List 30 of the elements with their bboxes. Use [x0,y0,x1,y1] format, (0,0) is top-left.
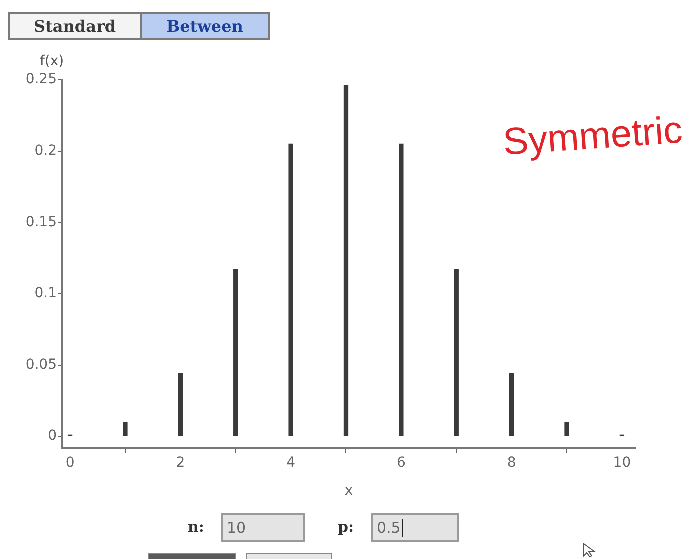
bar [454,269,459,436]
text-field: 0.5 [371,513,459,542]
annotation: Symmetric [502,110,684,165]
text: n: [188,518,204,536]
bar [234,269,238,436]
bar [288,144,294,436]
x-tick-label: 4 [286,455,296,472]
bar [509,374,514,436]
x-tick-label: 2 [176,455,186,472]
toggle-button: Standard [8,12,142,40]
y-tick-label: 0.15 [26,214,57,230]
bar [178,374,183,436]
x-axis-title: x [344,483,354,500]
x-tick-label: 6 [396,455,406,472]
x-tick-label: 10 [613,455,632,472]
y-tick-label: 0.05 [26,356,57,373]
x-tick-label: 8 [507,455,516,472]
y-tick-label: 0.2 [34,142,57,159]
toggle-button: Between [140,12,270,40]
bar [564,422,570,436]
text-field: 10 [221,513,305,542]
text: p: [338,518,354,536]
y-tick-label: 0.25 [26,72,57,88]
bar [344,85,349,436]
bar [123,422,128,436]
y-tick-label: 0.1 [34,286,57,302]
y-axis-title: f(x) [40,54,64,70]
y-tick-label: 0 [48,428,57,444]
bar [399,144,404,436]
x-tick-label: 0 [66,455,75,472]
